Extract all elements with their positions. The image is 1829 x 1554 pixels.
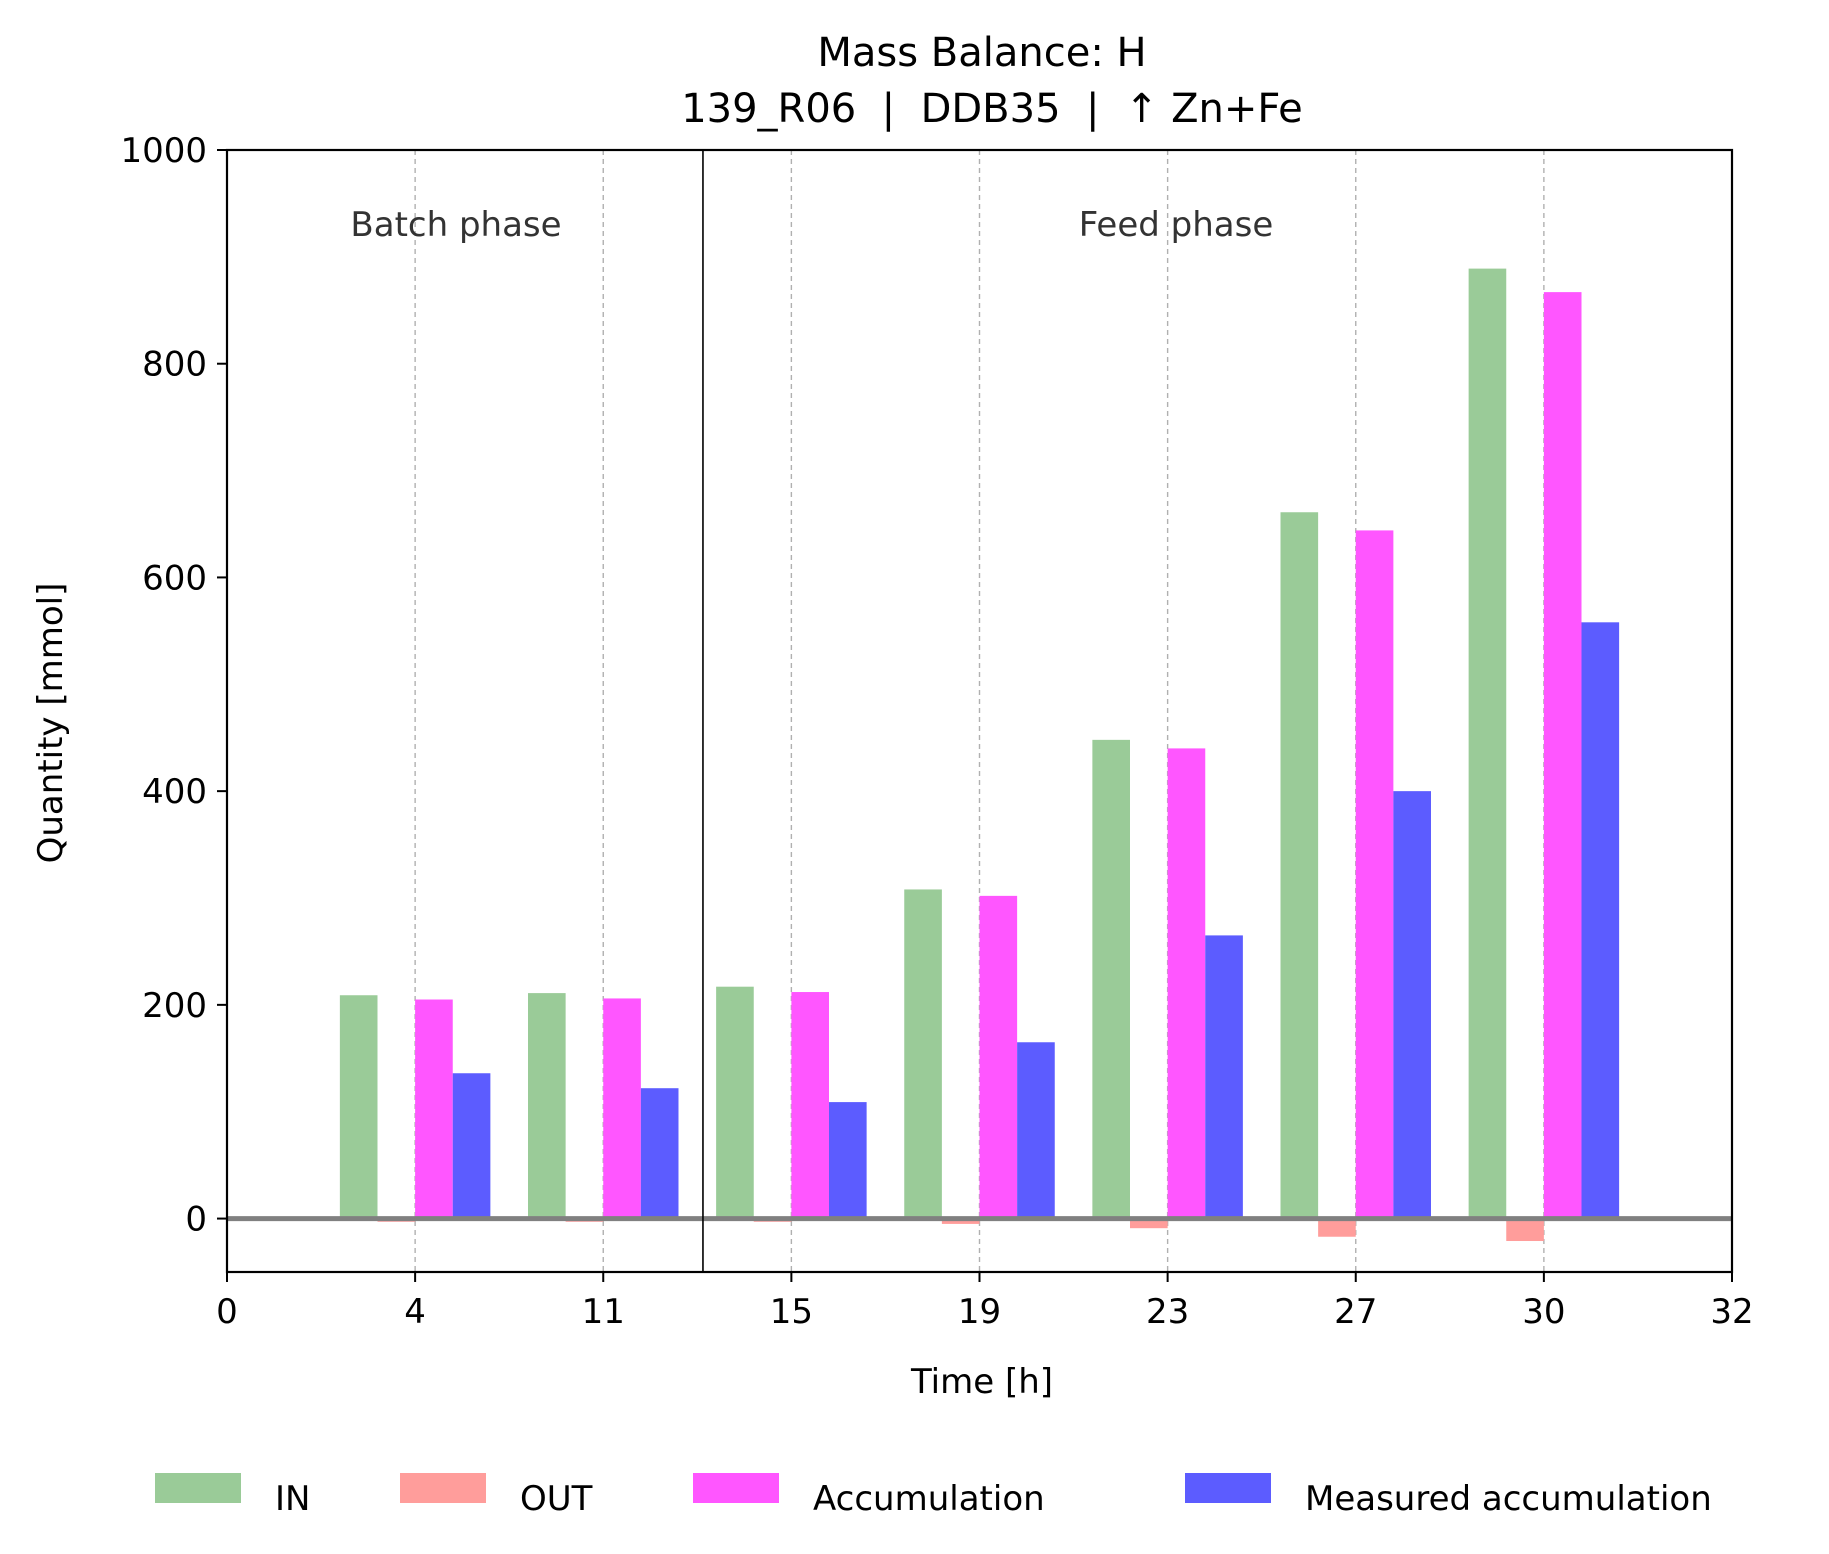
bar-out-19: [941, 1218, 980, 1224]
legend-swatch-accumulation: [693, 1473, 779, 1503]
bar-out-23: [1130, 1218, 1168, 1229]
legend-label-in: IN: [275, 1479, 310, 1519]
bar-in-27: [1280, 512, 1319, 1219]
phase-label-feed: Feed phase: [1079, 205, 1274, 245]
legend-label-measured-accumulation: Measured accumulation: [1305, 1479, 1712, 1519]
bar-out-27: [1318, 1218, 1356, 1237]
bar-accumulation-4: [415, 999, 453, 1219]
x-axis: 0 4 11 15 19 23 27 30 32: [216, 1272, 1754, 1332]
bar-measured-accumulation-11: [640, 1088, 679, 1219]
legend-label-accumulation: Accumulation: [813, 1479, 1045, 1519]
legend: IN OUT Accumulation Measured accumulation: [155, 1473, 1712, 1519]
legend-item-in: IN: [155, 1473, 310, 1519]
y-axis: 0 200 400 600 800 1000: [120, 131, 227, 1240]
bar-in-23: [1092, 739, 1130, 1219]
bar-measured-accumulation-27: [1393, 791, 1431, 1219]
bar-in-19: [904, 889, 942, 1219]
bar-accumulation-19: [979, 895, 1018, 1219]
bar-accumulation-11: [603, 998, 641, 1219]
legend-item-accumulation: Accumulation: [693, 1473, 1045, 1519]
bar-accumulation-30: [1543, 292, 1582, 1219]
x-tick-label: 0: [216, 1292, 238, 1332]
legend-swatch-out: [400, 1473, 486, 1503]
bar-accumulation-27: [1355, 530, 1394, 1219]
bars-layer: [339, 268, 1620, 1242]
x-tick-label: 4: [404, 1292, 426, 1332]
legend-swatch-in: [155, 1473, 241, 1503]
y-tick-label: 200: [142, 986, 207, 1026]
bar-out-30: [1506, 1218, 1544, 1242]
legend-label-out: OUT: [520, 1479, 593, 1519]
bar-in-15: [716, 986, 754, 1219]
x-tick-label: 19: [958, 1292, 1001, 1332]
y-tick-label: 600: [142, 558, 207, 598]
bar-in-30: [1468, 268, 1507, 1219]
x-tick-label: 11: [582, 1292, 625, 1332]
x-axis-label: Time [h]: [910, 1362, 1053, 1402]
bar-in-11: [528, 993, 566, 1219]
bar-measured-accumulation-30: [1581, 622, 1620, 1219]
bar-measured-accumulation-4: [452, 1073, 491, 1219]
bar-accumulation-23: [1167, 748, 1206, 1219]
phase-label-batch: Batch phase: [350, 205, 561, 245]
y-axis-label: Quantity [mmol]: [31, 583, 71, 864]
chart-title: Mass Balance: H: [817, 30, 1146, 76]
bar-in-4: [339, 995, 378, 1219]
legend-item-measured-accumulation: Measured accumulation: [1185, 1473, 1712, 1519]
x-tick-label: 30: [1522, 1292, 1565, 1332]
chart-subtitle: 139_R06 | DDB35 | ↑ Zn+Fe: [681, 86, 1303, 132]
bar-measured-accumulation-19: [1017, 1042, 1055, 1219]
legend-item-out: OUT: [400, 1473, 593, 1519]
y-tick-label: 0: [185, 1200, 207, 1240]
y-tick-label: 1000: [120, 131, 207, 171]
bar-accumulation-15: [791, 992, 829, 1219]
bar-measured-accumulation-15: [829, 1102, 867, 1219]
x-tick-label: 23: [1146, 1292, 1189, 1332]
y-tick-label: 400: [142, 772, 207, 812]
y-tick-label: 800: [142, 345, 207, 385]
x-tick-label: 32: [1710, 1292, 1753, 1332]
bar-measured-accumulation-23: [1205, 935, 1243, 1219]
legend-swatch-measured-accumulation: [1185, 1473, 1271, 1503]
x-tick-label: 27: [1334, 1292, 1377, 1332]
x-tick-label: 15: [770, 1292, 813, 1332]
